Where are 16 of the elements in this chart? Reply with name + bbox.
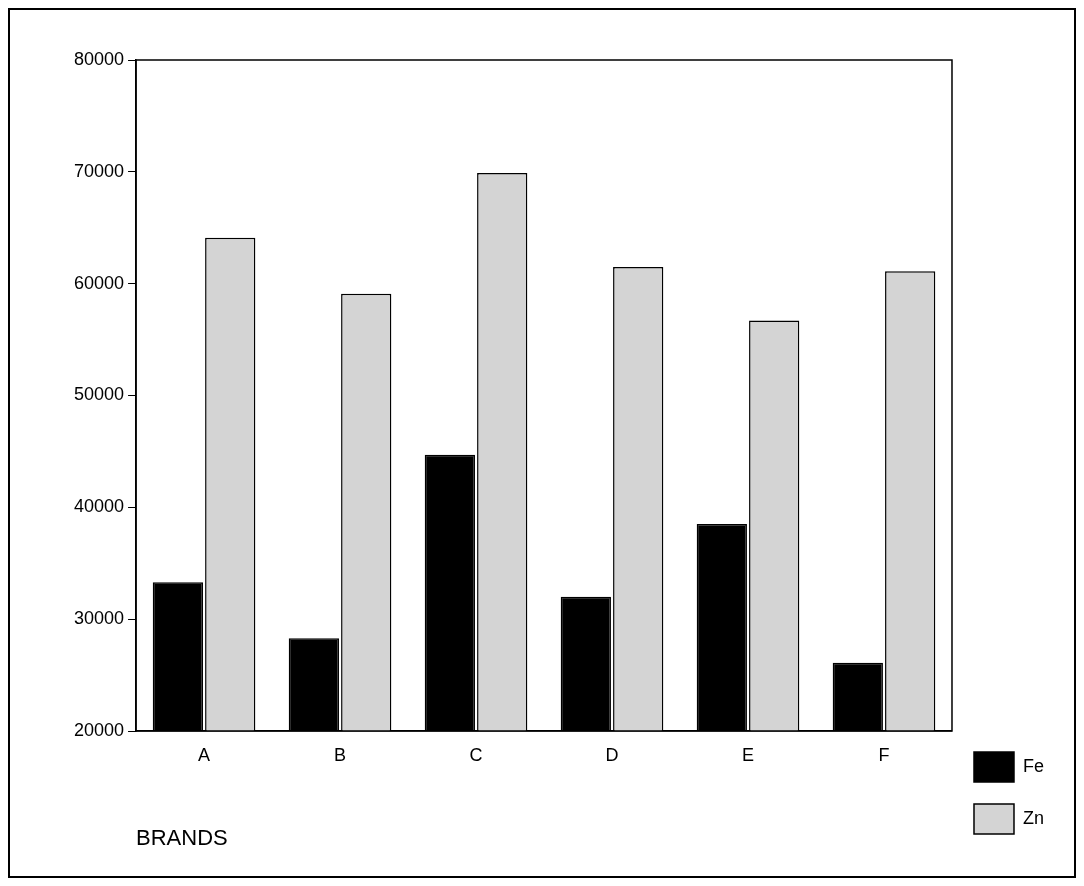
x-tick-label: F: [878, 744, 890, 765]
y-tick-label: 60000: [73, 272, 125, 293]
x-tick-label: A: [198, 744, 211, 765]
x-tick-label: D: [605, 744, 619, 765]
x-tick-label: B: [334, 744, 347, 765]
legend-label: Fe: [1022, 755, 1045, 776]
y-tick-label: 70000: [73, 160, 125, 181]
y-tick-label: 20000: [73, 719, 125, 740]
y-tick-label: 40000: [73, 496, 125, 517]
legend-label: Zn: [1022, 807, 1045, 828]
y-tick-label: 30000: [73, 608, 125, 629]
y-tick-label: 50000: [73, 384, 125, 405]
x-axis-title: BRANDS: [136, 824, 228, 850]
y-tick-label: 80000: [73, 48, 125, 69]
x-tick-label: C: [469, 744, 483, 765]
x-tick-label: E: [742, 744, 755, 765]
